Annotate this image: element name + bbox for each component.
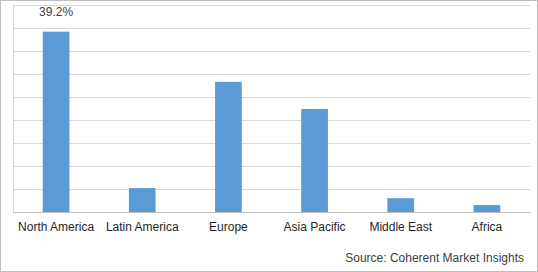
grid-line [13,166,530,167]
source: Source: Coherent Market Insights [345,251,524,265]
bar [301,109,328,212]
x-tick: Latin America [106,212,179,234]
grid-line [13,120,530,121]
x-tick-label: Europe [209,220,248,234]
y-tick [13,51,530,52]
x-tick: Middle East [369,212,432,234]
bar [215,82,242,212]
grid-line [13,189,530,190]
x-tick-label: Asia Pacific [284,220,346,234]
x-tick: Europe [209,212,248,234]
grid-line [13,212,530,213]
x-axis: North America Latin America Europe Asia Pac… [14,212,531,234]
grid-line [13,97,530,98]
x-tick-label: North America [18,220,94,234]
grid-line [13,51,530,52]
y-axis-line [14,6,531,213]
bars [43,32,501,212]
bar [129,188,156,212]
x-tick: Asia Pacific [284,212,346,234]
y-tick [13,5,530,6]
y-tick [13,166,530,167]
x-axis-line [14,212,531,213]
y-tick [13,97,530,98]
y-tick [13,74,530,75]
x-tick: North America [18,212,94,234]
x-tick: Africa [472,212,503,234]
y-tick [13,212,530,213]
x-tick-label: Middle East [369,220,432,234]
y-tick [13,189,530,190]
bar [43,32,70,212]
grid-line [13,143,530,144]
chart: North America Latin America Europe Asia Pac… [0,0,538,272]
x-tick-label: Latin America [106,220,179,234]
data-label: 39.2% [39,5,73,19]
frame [1,1,538,272]
grid-line [13,5,530,6]
bar [474,205,501,212]
y-tick [13,120,530,121]
bar [387,198,414,212]
grid-line [13,28,530,29]
x-tick-label: Africa [472,220,503,234]
y-tick [13,28,530,29]
y-axis [13,6,530,213]
data-labels: 39.2% [39,5,73,19]
grid-line [13,74,530,75]
y-tick [13,143,530,144]
